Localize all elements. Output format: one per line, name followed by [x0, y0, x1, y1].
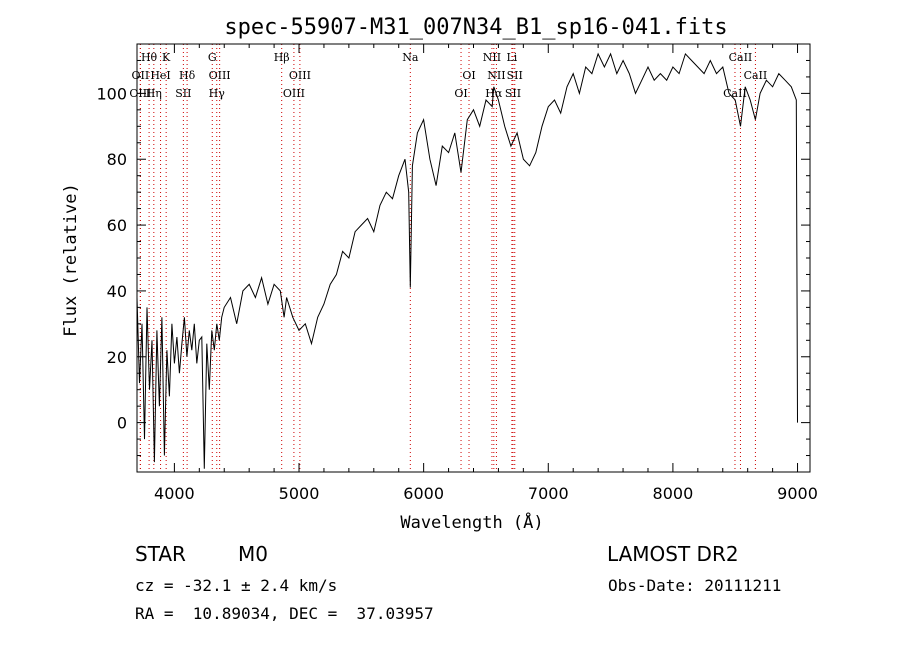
y-tick-label: 20: [107, 348, 127, 367]
y-tick-label: 100: [96, 84, 127, 103]
object-subclass: M0: [238, 542, 268, 566]
line-markers: [139, 44, 756, 472]
object-class: STAR: [135, 542, 186, 566]
line-marker-label: K: [162, 51, 171, 64]
redshift-text: cz = -32.1 ± 2.4 km/s: [135, 576, 338, 595]
x-axis-label: Wavelength (Å): [400, 511, 543, 533]
y-tick-labels: 0 20 40 60 80 100: [96, 84, 127, 432]
x-tick-label: 6000: [403, 484, 444, 503]
x-tick-label: 7000: [528, 484, 569, 503]
x-tick-label: 9000: [777, 484, 818, 503]
line-marker-label: Hγ: [209, 87, 226, 100]
coordinates: RA = 10.89034, DEC = 37.03957: [135, 604, 434, 623]
line-marker-label: NII: [487, 69, 505, 82]
line-marker-label: Hη: [146, 87, 162, 100]
line-marker-label: NII: [483, 51, 501, 64]
spectrum-group: [136, 52, 798, 469]
x-tick-label: 8000: [653, 484, 694, 503]
obs-date: Obs-Date: 20111211: [608, 576, 782, 595]
x-tick-labels: 4000 5000 6000 7000 8000 9000: [154, 484, 818, 503]
line-marker-label: CaII: [729, 51, 753, 64]
line-marker-label: OIII: [129, 87, 151, 100]
y-axis-label: Flux (relative): [61, 183, 81, 337]
y-tick-label: 40: [107, 282, 127, 301]
line-marker-label: OII: [132, 69, 150, 82]
y-tick-label: 80: [107, 150, 127, 169]
survey-name: LAMOST DR2: [607, 542, 739, 566]
line-marker-label: Hα: [485, 87, 503, 100]
line-marker-label: CaII: [723, 87, 747, 100]
line-marker-label: Na: [402, 51, 419, 64]
line-marker-label: SII: [175, 87, 191, 100]
line-marker-label: Li: [506, 51, 517, 64]
x-tick-label: 5000: [279, 484, 320, 503]
line-marker-label: OIII: [289, 69, 311, 82]
line-marker-label: OIII: [283, 87, 305, 100]
y-tick-label: 0: [117, 414, 127, 433]
line-marker-label: Hδ: [179, 69, 196, 82]
axis-ticks: [137, 44, 810, 472]
x-tick-label: 4000: [154, 484, 195, 503]
line-marker-label: SII: [505, 87, 521, 100]
line-marker-label: G: [208, 51, 217, 64]
line-marker-label: Hθ: [141, 51, 158, 64]
plot-frame: [136, 43, 811, 473]
line-marker-label: HeI: [150, 69, 170, 82]
line-marker-label: OI: [454, 87, 467, 100]
line-marker-label: SII: [507, 69, 523, 82]
y-tick-label: 60: [107, 216, 127, 235]
line-marker-label: CaII: [744, 69, 768, 82]
line-marker-label: OIII: [209, 69, 231, 82]
line-marker-label: OI: [462, 69, 475, 82]
chart-title: spec-55907-M31_007N34_B1_sp16-041.fits: [224, 15, 727, 40]
spectrum-line: [136, 52, 798, 469]
line-marker-label: Hβ: [274, 51, 290, 64]
